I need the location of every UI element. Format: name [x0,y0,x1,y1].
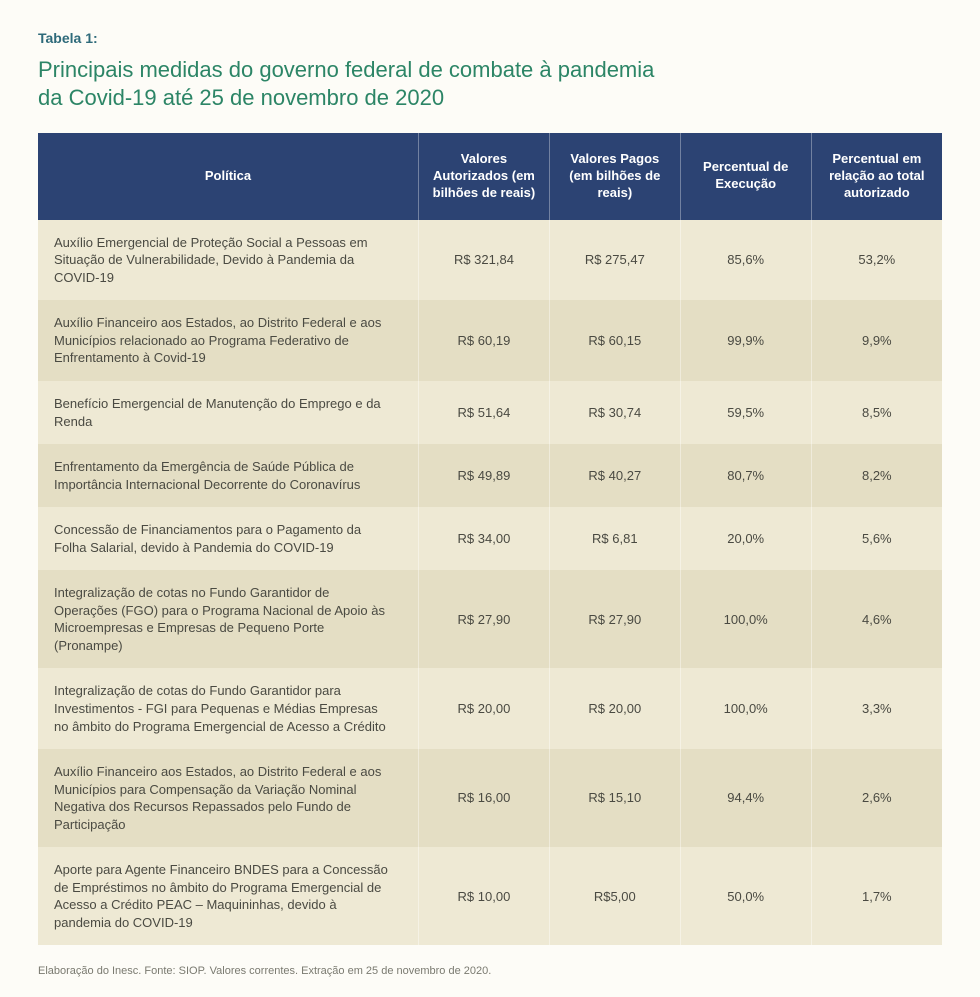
col-header-policy: Política [38,133,419,220]
cell-paid: R$ 15,10 [549,749,680,847]
cell-execution: 85,6% [680,220,811,301]
cell-execution: 50,0% [680,847,811,945]
table-label: Tabela 1: [38,30,942,46]
cell-paid: R$ 20,00 [549,668,680,749]
cell-authorized: R$ 16,00 [419,749,550,847]
cell-execution: 80,7% [680,444,811,507]
table-row: Auxílio Emergencial de Proteção Social a… [38,220,942,301]
table-body: Auxílio Emergencial de Proteção Social a… [38,220,942,946]
cell-authorized: R$ 10,00 [419,847,550,945]
cell-paid: R$ 275,47 [549,220,680,301]
col-header-authorized: Valores Autorizados (em bilhões de reais… [419,133,550,220]
page: Tabela 1: Principais medidas do governo … [0,0,980,997]
cell-policy: Integralização de cotas do Fundo Garanti… [38,668,419,749]
cell-paid: R$ 6,81 [549,507,680,570]
cell-execution: 59,5% [680,381,811,444]
table-header: Política Valores Autorizados (em bilhões… [38,133,942,220]
cell-share: 9,9% [811,300,942,381]
cell-authorized: R$ 49,89 [419,444,550,507]
cell-paid: R$ 60,15 [549,300,680,381]
cell-paid: R$ 27,90 [549,570,680,668]
table-row: Benefício Emergencial de Manutenção do E… [38,381,942,444]
table-row: Auxílio Financeiro aos Estados, ao Distr… [38,300,942,381]
cell-share: 53,2% [811,220,942,301]
cell-policy: Benefício Emergencial de Manutenção do E… [38,381,419,444]
cell-authorized: R$ 27,90 [419,570,550,668]
table-row: Integralização de cotas no Fundo Garanti… [38,570,942,668]
measures-table: Política Valores Autorizados (em bilhões… [38,133,942,945]
table-row: Auxílio Financeiro aos Estados, ao Distr… [38,749,942,847]
col-header-execution: Percentual de Execução [680,133,811,220]
cell-policy: Auxílio Emergencial de Proteção Social a… [38,220,419,301]
col-header-paid: Valores Pagos (em bilhões de reais) [549,133,680,220]
cell-execution: 100,0% [680,668,811,749]
cell-policy: Auxílio Financeiro aos Estados, ao Distr… [38,749,419,847]
cell-share: 8,5% [811,381,942,444]
cell-authorized: R$ 51,64 [419,381,550,444]
cell-share: 8,2% [811,444,942,507]
cell-authorized: R$ 60,19 [419,300,550,381]
col-header-share: Percentual em relação ao total autorizad… [811,133,942,220]
cell-policy: Concessão de Financiamentos para o Pagam… [38,507,419,570]
cell-policy: Auxílio Financeiro aos Estados, ao Distr… [38,300,419,381]
cell-share: 3,3% [811,668,942,749]
table-row: Concessão de Financiamentos para o Pagam… [38,507,942,570]
cell-execution: 94,4% [680,749,811,847]
cell-policy: Enfrentamento da Emergência de Saúde Púb… [38,444,419,507]
cell-paid: R$ 40,27 [549,444,680,507]
cell-share: 2,6% [811,749,942,847]
cell-paid: R$ 30,74 [549,381,680,444]
cell-authorized: R$ 20,00 [419,668,550,749]
cell-policy: Aporte para Agente Financeiro BNDES para… [38,847,419,945]
table-row: Aporte para Agente Financeiro BNDES para… [38,847,942,945]
table-row: Enfrentamento da Emergência de Saúde Púb… [38,444,942,507]
table-row: Integralização de cotas do Fundo Garanti… [38,668,942,749]
cell-execution: 100,0% [680,570,811,668]
cell-execution: 99,9% [680,300,811,381]
cell-authorized: R$ 321,84 [419,220,550,301]
cell-execution: 20,0% [680,507,811,570]
cell-paid: R$5,00 [549,847,680,945]
cell-share: 4,6% [811,570,942,668]
table-title: Principais medidas do governo federal de… [38,56,678,111]
cell-share: 1,7% [811,847,942,945]
table-footnote: Elaboração do Inesc. Fonte: SIOP. Valore… [38,965,942,977]
cell-share: 5,6% [811,507,942,570]
cell-authorized: R$ 34,00 [419,507,550,570]
cell-policy: Integralização de cotas no Fundo Garanti… [38,570,419,668]
